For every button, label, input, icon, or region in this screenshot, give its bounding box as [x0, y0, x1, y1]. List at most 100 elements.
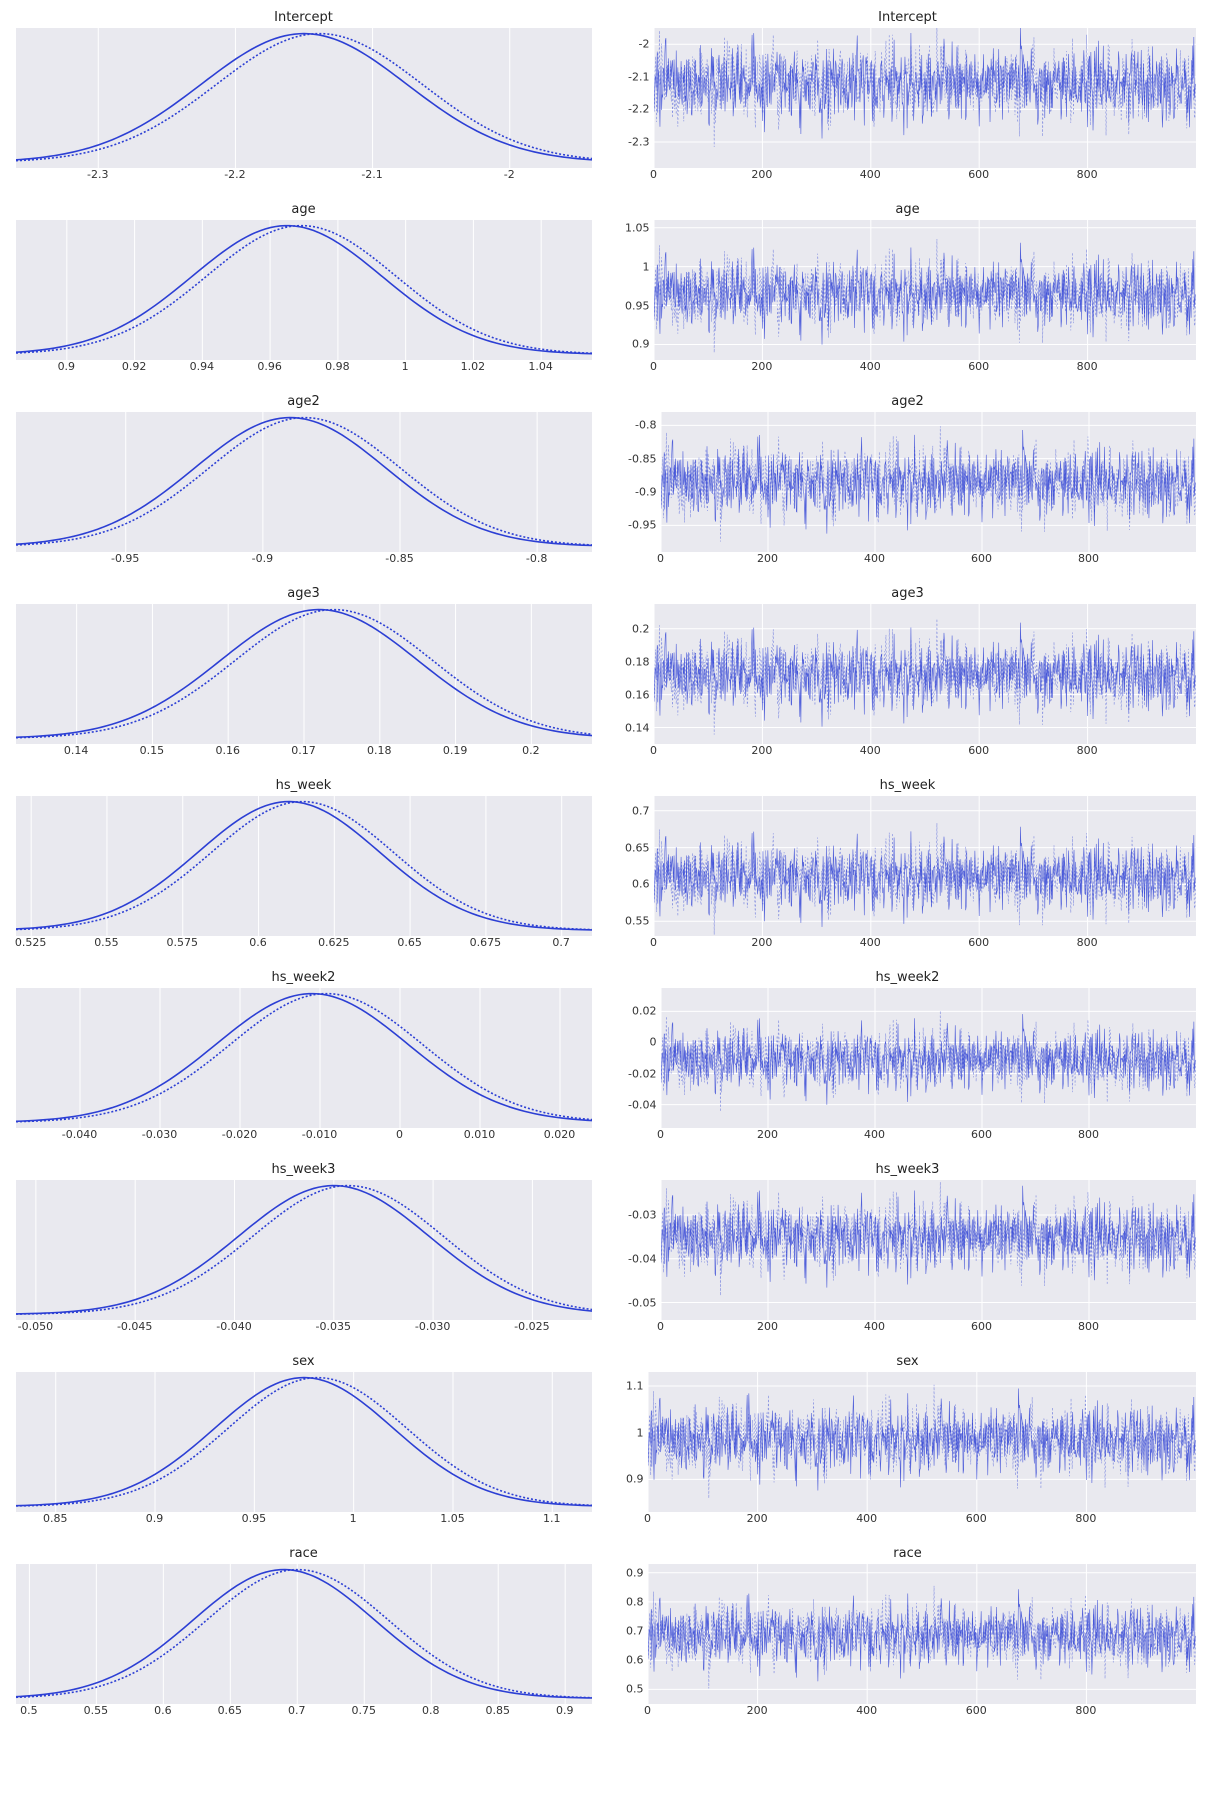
panel-title: age2: [16, 394, 592, 410]
xtick-label: 0.625: [318, 936, 350, 949]
xtick-label: 400: [864, 1320, 885, 1333]
xtick-label: -2.3: [87, 168, 108, 181]
xtick-label: 0.65: [397, 936, 422, 949]
ytick-label: 1: [643, 260, 650, 273]
panel-title: Intercept: [16, 10, 592, 26]
density-panel-hs_week3: hs_week3 -0.050-0.045-0.040-0.035-0.030-…: [16, 1162, 592, 1336]
xtick-label: 0.6: [154, 1704, 172, 1717]
trace-plot: [654, 28, 1196, 168]
xtick-label: 0.18: [367, 744, 392, 757]
trace-plot: [661, 988, 1196, 1128]
trace-plot: [661, 1180, 1196, 1320]
xtick-label: 200: [747, 1704, 768, 1717]
xtick-label: 0.92: [122, 360, 147, 373]
xtick-label: 0.85: [43, 1512, 68, 1525]
xtick-label: 1.05: [440, 1512, 465, 1525]
density-plot: [16, 1372, 592, 1512]
ytick-label: -0.05: [628, 1296, 656, 1309]
ytick-label: -0.9: [635, 486, 656, 499]
xtick-label: 400: [864, 1128, 885, 1141]
density-panel-age2: age2 -0.95-0.9-0.85-0.8: [16, 394, 592, 568]
panel-title: sex: [16, 1354, 592, 1370]
ytick-label: 0.14: [625, 721, 650, 734]
xtick-label: 600: [966, 1512, 987, 1525]
xtick-label: -0.040: [62, 1128, 97, 1141]
xtick-label: 800: [1078, 1128, 1099, 1141]
xtick-label: 0: [650, 360, 657, 373]
ytick-label: -0.85: [628, 452, 656, 465]
xtick-label: -2.2: [224, 168, 245, 181]
xtick-label: -0.045: [117, 1320, 152, 1333]
trace-panel-hs_week3: hs_week3 -0.03-0.04-0.05 0200400600800: [620, 1162, 1196, 1336]
density-plot: [16, 1564, 592, 1704]
ytick-label: -0.8: [635, 419, 656, 432]
density-panel-hs_week2: hs_week2 -0.040-0.030-0.020-0.01000.0100…: [16, 970, 592, 1144]
xtick-label: -0.030: [142, 1128, 177, 1141]
ytick-label: -0.02: [628, 1067, 656, 1080]
xtick-label: 0: [657, 1128, 664, 1141]
panel-title: age2: [620, 394, 1196, 410]
density-plot: [16, 28, 592, 168]
xtick-label: 600: [966, 1704, 987, 1717]
trace-panel-Intercept: Intercept -2-2.1-2.2-2.3 0200400600800: [620, 10, 1196, 184]
xtick-label: 0.75: [352, 1704, 377, 1717]
xtick-label: 400: [864, 552, 885, 565]
ytick-label: 0.7: [626, 1625, 644, 1638]
xtick-label: 800: [1078, 552, 1099, 565]
xtick-label: 800: [1075, 1704, 1096, 1717]
xtick-label: 600: [968, 360, 989, 373]
density-panel-Intercept: Intercept -2.3-2.2-2.1-2: [16, 10, 592, 184]
xtick-label: -2: [504, 168, 515, 181]
trace-plot: [654, 604, 1196, 744]
ytick-label: 0.2: [632, 622, 650, 635]
xtick-label: 0: [644, 1704, 651, 1717]
ytick-label: 0.55: [625, 915, 650, 928]
density-panel-age3: age3 0.140.150.160.170.180.190.2: [16, 586, 592, 760]
trace-plot-grid: Intercept -2.3-2.2-2.1-2 Intercept -2-2.…: [16, 10, 1196, 1720]
xtick-label: 200: [757, 552, 778, 565]
xtick-label: 200: [751, 360, 772, 373]
trace-panel-hs_week: hs_week 0.70.650.60.55 0200400600800: [620, 778, 1196, 952]
ytick-label: 0.02: [632, 1005, 657, 1018]
xtick-label: 600: [971, 1128, 992, 1141]
ytick-label: 1: [637, 1426, 644, 1439]
xtick-label: 800: [1078, 1320, 1099, 1333]
xtick-label: 0.85: [485, 1704, 510, 1717]
xtick-label: 0.15: [140, 744, 165, 757]
density-panel-sex: sex 0.850.90.9511.051.1: [16, 1354, 592, 1528]
ytick-label: -2.3: [628, 135, 649, 148]
ytick-label: 0.9: [626, 1473, 644, 1486]
density-plot: [16, 988, 592, 1128]
xtick-label: 400: [860, 168, 881, 181]
xtick-label: 0.17: [291, 744, 316, 757]
density-plot: [16, 412, 592, 552]
ytick-label: 0.18: [625, 655, 650, 668]
xtick-label: 600: [968, 168, 989, 181]
xtick-label: 0.525: [15, 936, 47, 949]
xtick-label: 0: [650, 168, 657, 181]
xtick-label: -0.040: [216, 1320, 251, 1333]
xtick-label: 0.9: [556, 1704, 574, 1717]
trace-plot: [648, 1564, 1196, 1704]
xtick-label: 400: [860, 744, 881, 757]
trace-panel-age: age 1.0510.950.9 0200400600800: [620, 202, 1196, 376]
xtick-label: 200: [747, 1512, 768, 1525]
xtick-label: 200: [751, 936, 772, 949]
panel-title: hs_week3: [620, 1162, 1196, 1178]
trace-plot: [648, 1372, 1196, 1512]
panel-title: Intercept: [620, 10, 1196, 26]
xtick-label: 600: [968, 744, 989, 757]
trace-plot: [654, 796, 1196, 936]
xtick-label: -0.9: [252, 552, 273, 565]
xtick-label: 0.9: [58, 360, 76, 373]
xtick-label: 600: [971, 552, 992, 565]
xtick-label: -0.035: [316, 1320, 351, 1333]
xtick-label: 0.8: [422, 1704, 440, 1717]
xtick-label: 1.04: [528, 360, 553, 373]
panel-title: hs_week2: [620, 970, 1196, 986]
xtick-label: 0.95: [242, 1512, 267, 1525]
xtick-label: 0: [650, 744, 657, 757]
xtick-label: 200: [751, 744, 772, 757]
ytick-label: -0.95: [628, 519, 656, 532]
panel-title: hs_week: [16, 778, 592, 794]
